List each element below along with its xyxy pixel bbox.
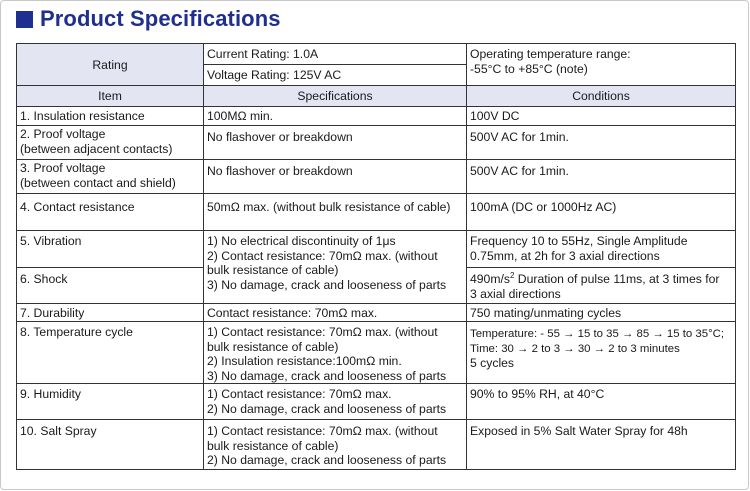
- spec-cell: 1) Contact resistance: 70mΩ max. 2) No d…: [203, 383, 467, 420]
- header-conditions: Conditions: [466, 85, 736, 107]
- spec-cell: No flashover or breakdown: [203, 159, 467, 194]
- item-line: (between adjacent contacts): [20, 141, 173, 156]
- condition-cell: Temperature: - 55 → 15 to 35 → 85 → 15 t…: [466, 321, 736, 384]
- item-line: 2. Proof voltage: [20, 127, 106, 141]
- shock-acceleration: 490m/s: [470, 272, 510, 286]
- table-row: 4. Contact resistance 50mΩ max. (without…: [16, 193, 736, 231]
- voltage-rating: Voltage Rating: 125V AC: [203, 64, 467, 86]
- table-row: 5. Vibration 1) No electrical discontinu…: [16, 230, 736, 304]
- condition-line: 3 axial directions: [470, 286, 561, 301]
- operating-temperature: Operating temperature range: -55°C to +8…: [466, 43, 736, 86]
- spec-line: 1) No electrical discontinuity of 1μs: [207, 234, 396, 248]
- spec-line: bulk resistance of cable): [207, 438, 339, 453]
- item-cell: 4. Contact resistance: [16, 193, 204, 231]
- condition-cell: 90% to 95% RH, at 40°C: [466, 383, 736, 420]
- item-cell: 3. Proof voltage (between contact and sh…: [16, 159, 204, 194]
- header-row: Item Specifications Conditions: [16, 85, 736, 107]
- spec-line: 3) No damage, crack and looseness of par…: [207, 277, 447, 292]
- table-row: 1. Insulation resistance 100MΩ min. 100V…: [16, 106, 736, 126]
- spec-line: 2) Contact resistance: 70mΩ max. (withou…: [207, 248, 438, 263]
- spec-cell: 50mΩ max. (without bulk resistance of ca…: [203, 193, 467, 231]
- shock-exponent: 2: [509, 270, 515, 280]
- condition-line: 0.75mm, at 2h for 3 axial directions: [470, 248, 660, 263]
- item-cell: 10. Salt Spray: [16, 419, 204, 470]
- table-row: 3. Proof voltage (between contact and sh…: [16, 159, 736, 194]
- table-row: 10. Salt Spray 1) Contact resistance: 70…: [16, 419, 736, 470]
- condition-cell: 500V AC for 1min.: [466, 159, 736, 194]
- condition-cell: 490m/s2 Duration of pulse 11ms, at 3 tim…: [466, 267, 736, 304]
- specifications-table: Rating Current Rating: 1.0A Operating te…: [16, 43, 736, 470]
- spec-line: 1) Contact resistance: 70mΩ max. (withou…: [207, 325, 438, 339]
- item-cell: 8. Temperature cycle: [16, 321, 204, 384]
- item-cell: 9. Humidity: [16, 383, 204, 420]
- table-row: 6. Shock 490m/s2 Duration of pulse 11ms,…: [16, 267, 736, 304]
- item-cell: 1. Insulation resistance: [16, 106, 204, 126]
- title-square-icon: [16, 10, 33, 28]
- header-item: Item: [16, 85, 204, 107]
- spec-line: 2) Insulation resistance:100mΩ min.: [207, 354, 402, 368]
- condition-cell: Exposed in 5% Salt Water Spray for 48h: [466, 419, 736, 470]
- condition-line: Temperature: - 55 → 15 to 35 → 85 → 15 t…: [470, 328, 725, 340]
- item-cell: 7. Durability: [16, 303, 204, 322]
- table-row: 9. Humidity 1) Contact resistance: 70mΩ …: [16, 383, 736, 420]
- condition-cell: 750 mating/unmating cycles: [466, 303, 736, 322]
- item-cell: 5. Vibration: [16, 230, 204, 268]
- spec-line: 2) No damage, crack and looseness of par…: [207, 453, 447, 467]
- spec-line: bulk resistance of cable): [207, 263, 339, 277]
- spec-cell: 100MΩ min.: [203, 106, 467, 126]
- condition-cell: 100V DC: [466, 106, 736, 126]
- spec-cell: 1) No electrical discontinuity of 1μs 2)…: [203, 230, 467, 304]
- table-row: 2. Proof voltage (between adjacent conta…: [16, 125, 736, 160]
- item-line: 3. Proof voltage: [20, 161, 106, 175]
- table-row: 8. Temperature cycle 1) Contact resistan…: [16, 321, 736, 384]
- table-row: 7. Durability Contact resistance: 70mΩ m…: [16, 303, 736, 322]
- spec-cell: Contact resistance: 70mΩ max.: [203, 303, 467, 322]
- item-cell: 2. Proof voltage (between adjacent conta…: [16, 125, 204, 160]
- page-title: Product Specifications: [40, 6, 281, 31]
- condition-line: Time: 30 → 2 to 3 → 30 → 2 to 3 minutes: [470, 342, 680, 355]
- spec-line: 3) No damage, crack and looseness of par…: [207, 368, 447, 383]
- item-line: (between contact and shield): [20, 175, 176, 190]
- rating-row: Rating Current Rating: 1.0A Operating te…: [16, 43, 736, 86]
- spec-line: 1) Contact resistance: 70mΩ max.: [207, 387, 392, 401]
- condition-line: 490m/s2 Duration of pulse 11ms, at 3 tim…: [470, 270, 732, 287]
- section-title: Product Specifications: [16, 6, 281, 32]
- rating-label: Rating: [16, 43, 204, 86]
- condition-line: 5 cycles: [470, 356, 515, 370]
- spec-cell: 1) Contact resistance: 70mΩ max. (withou…: [203, 321, 467, 384]
- spec-cell: No flashover or breakdown: [203, 125, 467, 160]
- shock-duration: Duration of pulse 11ms, at 3 times for: [514, 272, 720, 286]
- operating-line: -55°C to +85°C (note): [470, 61, 588, 76]
- condition-cell: 500V AC for 1min.: [466, 125, 736, 160]
- spec-cell: 1) Contact resistance: 70mΩ max. (withou…: [203, 419, 467, 470]
- spec-line: bulk resistance of cable): [207, 339, 339, 354]
- spec-line: 2) No damage, crack and looseness of par…: [207, 401, 447, 416]
- condition-line: Frequency 10 to 55Hz, Single Amplitude: [470, 234, 688, 248]
- current-rating: Current Rating: 1.0A: [203, 43, 467, 65]
- item-cell: 6. Shock: [16, 267, 204, 304]
- spec-line: 1) Contact resistance: 70mΩ max. (withou…: [207, 424, 438, 438]
- condition-cell: 100mA (DC or 1000Hz AC): [466, 193, 736, 231]
- condition-cell: Frequency 10 to 55Hz, Single Amplitude 0…: [466, 230, 736, 268]
- operating-line: Operating temperature range:: [470, 47, 631, 61]
- header-specifications: Specifications: [203, 85, 467, 107]
